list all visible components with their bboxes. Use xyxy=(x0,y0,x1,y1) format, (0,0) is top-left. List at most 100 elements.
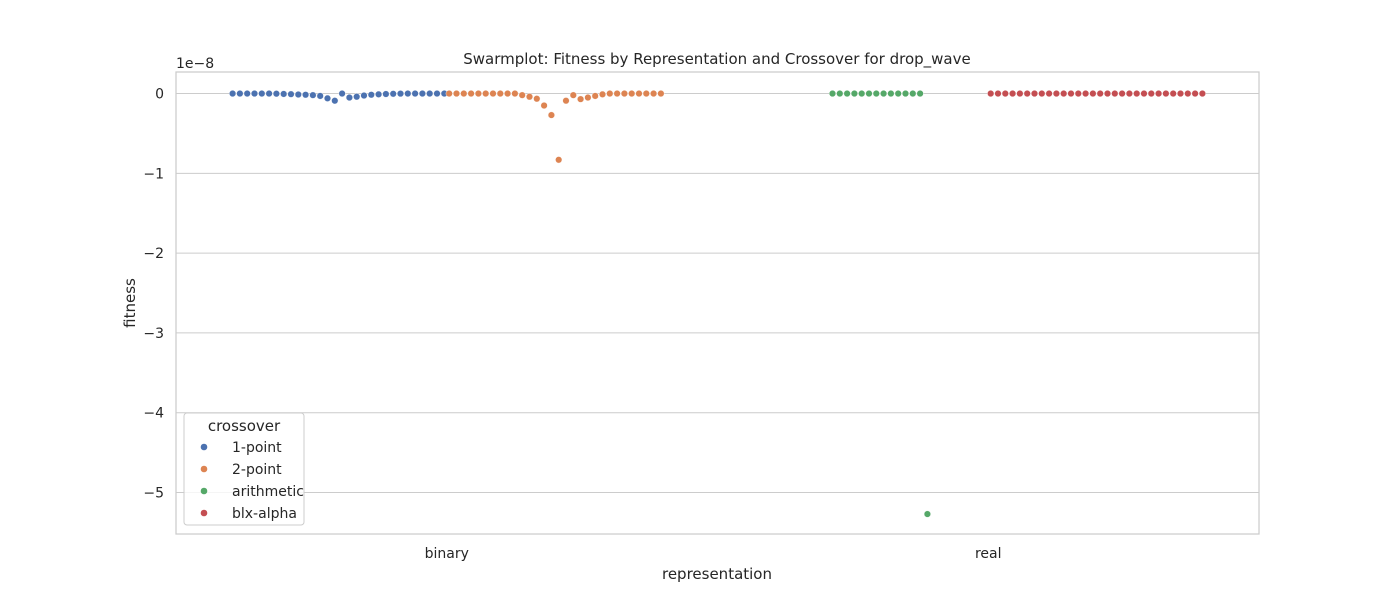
data-point-2-point xyxy=(540,102,548,110)
data-point-blx-alpha xyxy=(1162,90,1170,98)
y-tick-label: −1 xyxy=(143,166,164,182)
data-point-blx-alpha xyxy=(1096,90,1104,98)
plot-frame xyxy=(175,71,1260,535)
data-point-arithmetic xyxy=(916,90,924,98)
data-point-1-point xyxy=(229,90,237,98)
chart-title: Swarmplot: Fitness by Representation and… xyxy=(463,50,970,69)
data-point-2-point xyxy=(642,90,650,98)
data-point-1-point xyxy=(316,92,324,100)
data-point-blx-alpha xyxy=(1155,90,1163,98)
data-point-1-point xyxy=(258,90,266,98)
data-point-blx-alpha xyxy=(1111,90,1119,98)
data-point-blx-alpha xyxy=(1191,90,1199,98)
data-point-1-point xyxy=(331,97,339,105)
data-point-2-point xyxy=(620,90,628,98)
data-point-blx-alpha xyxy=(1030,90,1038,98)
legend-marker xyxy=(200,443,208,451)
data-point-1-point xyxy=(418,90,426,98)
data-point-2-point xyxy=(460,90,468,98)
data-point-2-point xyxy=(577,95,585,103)
data-point-arithmetic xyxy=(909,90,917,98)
data-point-2-point xyxy=(511,90,519,98)
data-point-blx-alpha xyxy=(1001,90,1009,98)
data-point-blx-alpha xyxy=(1103,90,1111,98)
data-point-2-point xyxy=(533,95,541,103)
data-point-2-point xyxy=(453,90,461,98)
data-point-arithmetic xyxy=(829,90,837,98)
data-point-1-point xyxy=(367,91,375,99)
data-point-arithmetic xyxy=(902,90,910,98)
data-point-arithmetic xyxy=(872,90,880,98)
data-points xyxy=(229,90,1206,518)
data-point-2-point xyxy=(547,111,555,119)
data-point-2-point xyxy=(569,91,577,99)
legend-box xyxy=(183,412,305,526)
data-point-2-point xyxy=(599,90,607,98)
legend-title: crossover xyxy=(208,417,281,435)
data-point-1-point xyxy=(397,90,405,98)
data-point-2-point xyxy=(584,94,592,102)
data-point-1-point xyxy=(375,90,383,98)
data-point-1-point xyxy=(433,90,441,98)
data-point-blx-alpha xyxy=(1060,90,1068,98)
data-point-blx-alpha xyxy=(1169,90,1177,98)
data-point-2-point xyxy=(489,90,497,98)
data-point-arithmetic xyxy=(894,90,902,98)
y-tick-label: −2 xyxy=(143,246,164,262)
data-point-1-point xyxy=(287,90,295,98)
data-point-1-point xyxy=(426,90,434,98)
data-point-1-point xyxy=(404,90,412,98)
data-point-arithmetic xyxy=(923,510,931,518)
legend-label: blx-alpha xyxy=(232,506,297,522)
data-point-2-point xyxy=(562,97,570,105)
data-point-blx-alpha xyxy=(1082,90,1090,98)
data-point-2-point xyxy=(606,90,614,98)
data-point-1-point xyxy=(338,90,346,98)
data-point-blx-alpha xyxy=(1140,90,1148,98)
x-tick-label: real xyxy=(975,546,1002,562)
data-point-2-point xyxy=(657,90,665,98)
data-point-1-point xyxy=(302,91,310,99)
data-point-blx-alpha xyxy=(1198,90,1206,98)
data-point-blx-alpha xyxy=(1023,90,1031,98)
data-point-1-point xyxy=(389,90,397,98)
data-point-2-point xyxy=(518,91,526,99)
data-point-blx-alpha xyxy=(994,90,1002,98)
data-point-arithmetic xyxy=(850,90,858,98)
y-scale-label: 1e−8 xyxy=(176,56,214,72)
data-point-blx-alpha xyxy=(987,90,995,98)
data-point-2-point xyxy=(613,90,621,98)
grid-lines xyxy=(176,93,1259,494)
data-point-2-point xyxy=(650,90,658,98)
data-point-blx-alpha xyxy=(1118,90,1126,98)
data-point-blx-alpha xyxy=(1125,90,1133,98)
data-point-arithmetic xyxy=(858,90,866,98)
data-point-arithmetic xyxy=(843,90,851,98)
data-point-2-point xyxy=(474,90,482,98)
data-point-blx-alpha xyxy=(1038,90,1046,98)
legend-marker xyxy=(200,509,208,517)
data-point-blx-alpha xyxy=(1067,90,1075,98)
data-point-1-point xyxy=(243,90,251,98)
data-point-2-point xyxy=(555,156,563,164)
data-point-1-point xyxy=(360,92,368,100)
y-tick-label: −5 xyxy=(143,486,164,502)
data-point-2-point xyxy=(635,90,643,98)
data-point-1-point xyxy=(236,90,244,98)
data-point-1-point xyxy=(382,90,390,98)
data-point-2-point xyxy=(445,90,453,98)
data-point-blx-alpha xyxy=(1074,90,1082,98)
legend-label: arithmetic xyxy=(232,484,304,500)
data-point-2-point xyxy=(467,90,475,98)
data-point-2-point xyxy=(591,92,599,100)
data-point-arithmetic xyxy=(865,90,873,98)
x-tick-labels: binary real xyxy=(425,546,1002,562)
data-point-blx-alpha xyxy=(1176,90,1184,98)
data-point-1-point xyxy=(411,90,419,98)
legend-marker xyxy=(200,465,208,473)
data-point-arithmetic xyxy=(887,90,895,98)
data-point-blx-alpha xyxy=(1009,90,1017,98)
data-point-arithmetic xyxy=(880,90,888,98)
